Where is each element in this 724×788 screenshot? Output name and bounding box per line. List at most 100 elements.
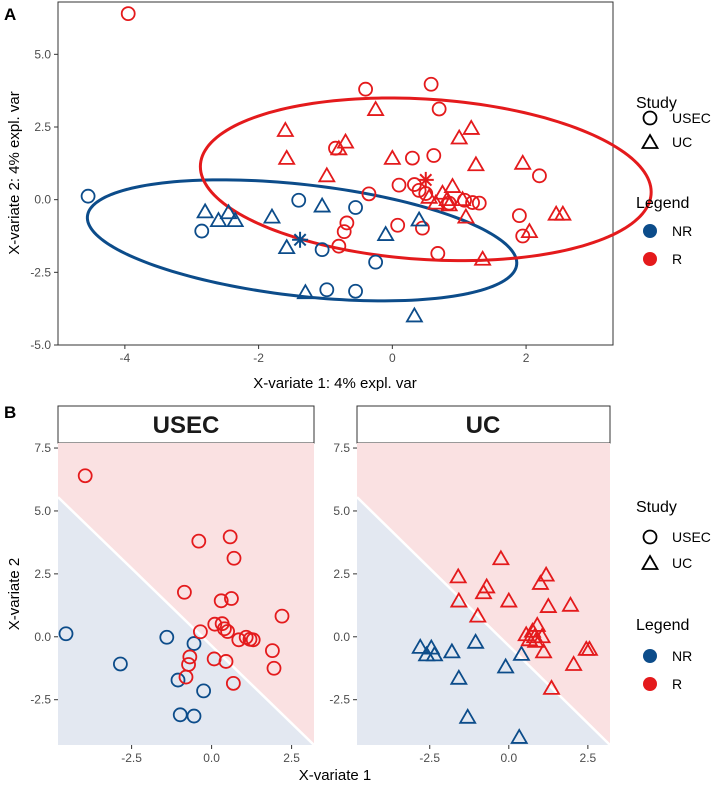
- facet-usec-r-point: [182, 649, 198, 665]
- facet-usec-ytick-label: 7.5: [34, 441, 51, 455]
- facet-uc-r-point: [532, 627, 552, 644]
- panel-a-uc-r-point: [456, 207, 475, 224]
- panel-a-usec-nr-point: [348, 200, 363, 215]
- panel-a-uc-r-point: [466, 155, 485, 172]
- facet-usec-nr-point: [196, 683, 212, 699]
- legend-nr-label: NR: [672, 223, 692, 239]
- panel-a-usec-r-point: [515, 228, 531, 244]
- panel-a-usec-r-point: [404, 150, 420, 166]
- facet-uc-r-point: [449, 567, 468, 584]
- facet-uc-strip: [356, 405, 611, 444]
- legend-group-title-b: Legend: [636, 617, 689, 634]
- panel-a-usec-r-point: [390, 217, 406, 233]
- panel-a-uc-r-point: [317, 166, 336, 183]
- panel-a-uc-nr-point: [226, 211, 245, 227]
- confidence-ellipse-nr: [85, 178, 519, 303]
- panel-a-usec-r-point: [336, 224, 352, 240]
- panel-b-ylabel: X-variate 2: [6, 558, 23, 631]
- facet-uc-r-point: [477, 577, 496, 594]
- panel-a-usec-r-point: [471, 195, 487, 211]
- panel-a-usec-nr-point: [80, 188, 96, 204]
- legend-uc-key-b: [640, 554, 660, 570]
- panel-a-usec-nr-point: [314, 242, 330, 258]
- facet-usec-r-point: [207, 616, 223, 632]
- panel-a-uc-nr-point: [405, 306, 424, 323]
- panel-a-usec-nr-point: [291, 192, 307, 208]
- facet-uc-r-point: [580, 640, 599, 656]
- legend-usec-label-b: USEC: [672, 529, 711, 545]
- facet-uc-r-point: [537, 565, 556, 582]
- panel-a-usec-r-point: [426, 148, 442, 163]
- panel-a-ytick-label: 5.0: [34, 47, 51, 61]
- facet-usec-r-point: [216, 621, 232, 637]
- panel-a-usec-r-point: [339, 215, 355, 231]
- panel-a-uc-nr-point: [262, 207, 282, 224]
- facet-uc-nr-point: [411, 638, 430, 654]
- panel-a-uc-nr-point: [376, 225, 395, 241]
- facet-uc-r-point: [526, 632, 545, 648]
- legend-nr-key: [643, 224, 657, 238]
- facet-usec-nr-point: [186, 636, 202, 651]
- panel-a-usec-nr-point: [348, 283, 363, 299]
- facet-usec-r-point: [225, 675, 241, 691]
- panel-a-usec-r-point: [361, 186, 377, 202]
- facet-usec-nr-point: [170, 672, 186, 688]
- facet-usec: USEC -2.5 0.0 2.5 -2.5 0.0 2.5 5.0 7.5: [30, 405, 315, 765]
- centroid-nr: [293, 233, 307, 247]
- panel-a-ylabel: X-variate 2: 4% expl. var: [6, 91, 23, 254]
- centroid-r: [419, 173, 433, 187]
- facet-uc: UC -2.5 0.0 2.5 -2.5 0.0 2.5 5.0 7.5: [329, 405, 611, 765]
- legend-r-label-b: R: [672, 676, 682, 692]
- panel-a-uc-r-point: [276, 121, 295, 137]
- legend-study-title: Study: [636, 95, 677, 112]
- legend-usec-label: USEC: [672, 110, 711, 126]
- panel-a-ytick-label: 0.0: [34, 193, 51, 207]
- panel-a-xtick-label: -4: [120, 351, 131, 365]
- panel-b-letter: B: [4, 403, 16, 422]
- facet-uc-r-point: [499, 591, 518, 608]
- facet-usec-r-point: [226, 550, 242, 566]
- facet-usec-decision-boundary: [57, 496, 315, 746]
- panel-a-uc-nr-point: [410, 210, 429, 227]
- panel-a-border: [57, 1, 614, 346]
- facet-uc-nr-point: [512, 645, 531, 661]
- panel-a-ytick-label: 2.5: [34, 120, 51, 134]
- panel-a-uc-r-point: [420, 188, 439, 204]
- panel-a-uc-nr-point: [219, 203, 238, 220]
- facet-usec-r-point: [245, 632, 261, 648]
- facet-usec-xtick-label: -2.5: [121, 751, 142, 765]
- facet-uc-r-point: [528, 616, 547, 632]
- legend-nr-label-b: NR: [672, 648, 692, 664]
- panel-a-usec-r-point: [511, 208, 527, 224]
- panel-a-usec-r-point: [415, 220, 430, 236]
- panel-a-uc-r-point: [473, 249, 492, 266]
- facet-uc-r-point: [449, 591, 468, 608]
- facet-uc-r-point: [531, 574, 550, 590]
- panel-a-usec-nr-point: [319, 282, 335, 298]
- facet-usec-r-point: [231, 632, 247, 648]
- panel-a-usec-r-point: [411, 182, 427, 198]
- facet-uc-ytick-label: 0.0: [333, 630, 350, 644]
- facet-usec-ytick-label: 2.5: [34, 567, 51, 581]
- facet-usec-r-point: [176, 584, 192, 600]
- panel-a-usec-r-point: [532, 168, 547, 184]
- facet-usec-r-point: [191, 533, 207, 549]
- facet-usec-xtick-label: 2.5: [283, 751, 300, 765]
- facet-usec-r-point: [224, 591, 239, 606]
- facet-uc-nr-point: [449, 669, 468, 685]
- panel-a-ytick-label: -5.0: [30, 338, 51, 352]
- panel-a-usec-r-point: [391, 177, 407, 193]
- panel-a-usec-r-point: [465, 195, 480, 210]
- panel-a-usec-r-point: [358, 81, 373, 97]
- facet-uc-r-point: [561, 596, 580, 612]
- facet-uc-xtick-label: 2.5: [580, 751, 597, 765]
- legend-usec-key: [642, 110, 658, 126]
- legend-nr-key-b: [643, 649, 657, 663]
- facet-usec-r-point: [192, 624, 208, 640]
- facet-usec-r-point: [266, 660, 282, 676]
- facet-uc-xtick-label: -2.5: [419, 751, 440, 765]
- panel-a-usec-nr-point: [194, 223, 210, 239]
- facet-uc-r-point: [564, 655, 583, 671]
- panel-a-xtick-label: -2: [253, 351, 264, 365]
- panel-a-xlabel: X-variate 1: 4% expl. var: [253, 375, 416, 392]
